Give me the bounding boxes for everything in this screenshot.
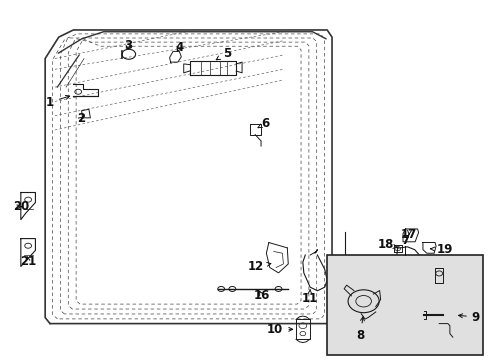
Text: 5: 5 xyxy=(216,47,230,60)
Bar xyxy=(326,255,482,355)
Text: 18: 18 xyxy=(377,238,397,251)
Text: 7: 7 xyxy=(400,234,408,247)
Text: 14: 14 xyxy=(347,338,367,351)
Text: 8: 8 xyxy=(355,317,364,342)
Text: 1: 1 xyxy=(46,95,69,109)
Text: 21: 21 xyxy=(20,255,36,267)
Text: 11: 11 xyxy=(301,289,317,305)
Text: 10: 10 xyxy=(266,323,292,336)
Text: 15: 15 xyxy=(350,299,372,312)
Text: 12: 12 xyxy=(247,260,270,273)
Text: 2: 2 xyxy=(77,112,85,125)
Text: 17: 17 xyxy=(400,228,416,241)
Text: 13: 13 xyxy=(428,263,452,276)
Text: 16: 16 xyxy=(253,288,269,302)
Text: 3: 3 xyxy=(123,39,132,52)
Text: 19: 19 xyxy=(429,243,452,256)
Text: 4: 4 xyxy=(175,41,183,54)
Text: 6: 6 xyxy=(257,117,269,130)
Text: 9: 9 xyxy=(458,311,479,324)
Text: 20: 20 xyxy=(14,200,30,213)
